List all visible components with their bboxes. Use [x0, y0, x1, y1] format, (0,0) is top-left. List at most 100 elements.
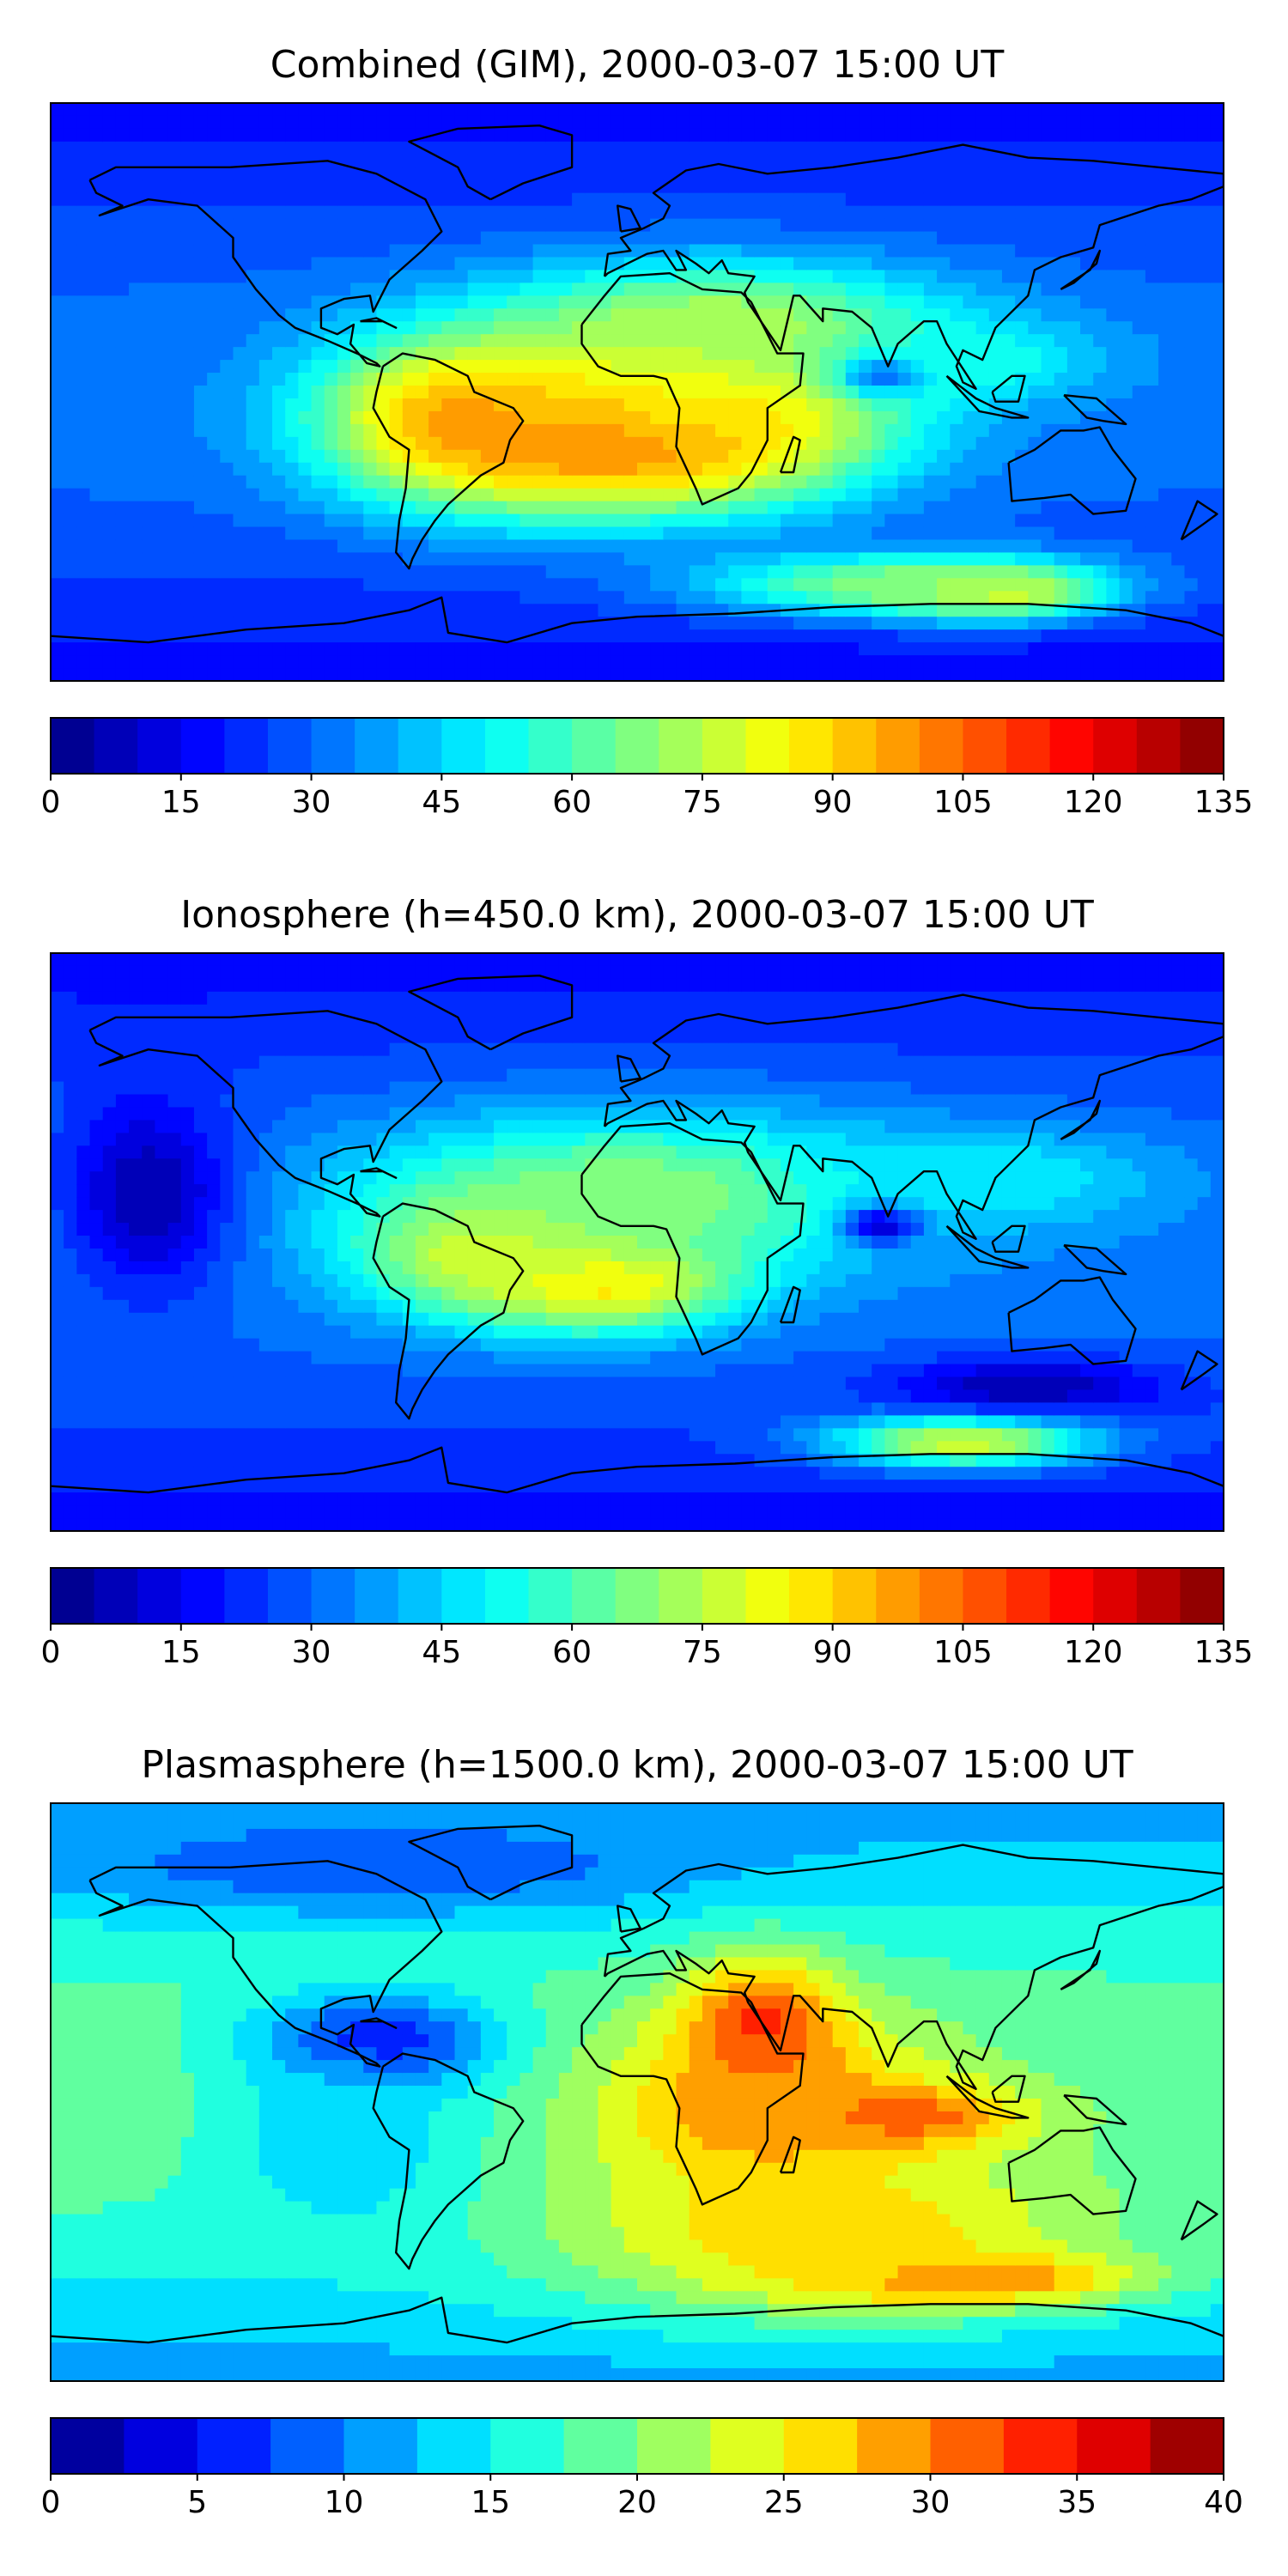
field-cell — [285, 1428, 299, 1442]
field-cell — [884, 410, 899, 425]
field-cell — [76, 423, 91, 438]
field-cell — [923, 283, 938, 296]
field-cell — [350, 629, 364, 643]
field-cell — [897, 642, 912, 656]
field-cell — [676, 154, 690, 168]
field-cell — [102, 1467, 117, 1480]
field-cell — [64, 526, 77, 541]
field-cell — [246, 1441, 260, 1455]
field-cell — [51, 1107, 64, 1121]
field-cell — [285, 488, 299, 502]
field-cell — [64, 1273, 77, 1288]
field-cell — [76, 398, 91, 412]
field-cell — [246, 1068, 260, 1083]
field-cell — [1171, 244, 1186, 258]
field-cell — [441, 668, 456, 681]
field-cell — [129, 655, 143, 669]
field-cell — [142, 668, 156, 681]
field-cell — [1210, 257, 1224, 271]
field-cell — [1028, 231, 1042, 246]
field-cell — [1132, 449, 1146, 464]
field-cell — [1184, 218, 1199, 233]
field-cell — [89, 978, 104, 993]
field-cell — [233, 1415, 247, 1429]
field-cell — [780, 373, 794, 386]
field-cell — [350, 462, 364, 477]
field-cell — [167, 1004, 182, 1018]
field-cell — [193, 179, 208, 194]
field-cell — [415, 103, 429, 117]
field-cell — [507, 270, 520, 283]
field-cell — [415, 526, 429, 541]
field-cell — [1093, 436, 1107, 451]
field-cell — [937, 668, 951, 681]
colorbar-segment — [398, 718, 442, 774]
field-cell — [1054, 475, 1068, 489]
field-cell — [897, 244, 912, 258]
field-cell — [454, 526, 469, 541]
field-cell — [480, 513, 495, 528]
field-cell — [611, 103, 625, 117]
field-cell — [272, 141, 286, 155]
field-cell — [1210, 373, 1224, 386]
field-cell — [715, 308, 729, 322]
field-cell — [598, 386, 612, 399]
field-cell — [220, 1467, 234, 1480]
field-cell — [298, 1081, 313, 1096]
field-cell — [180, 1389, 195, 1404]
field-cell — [207, 1197, 221, 1211]
field-cell — [142, 1197, 156, 1211]
field-cell — [193, 539, 208, 554]
field-cell — [142, 513, 156, 528]
field-cell — [51, 1042, 64, 1057]
field-cell — [76, 218, 91, 233]
field-cell — [115, 321, 130, 335]
field-cell — [545, 655, 560, 669]
field-cell — [298, 552, 313, 566]
field-cell — [1093, 386, 1107, 399]
field-cell — [872, 410, 885, 425]
field-cell — [1158, 552, 1172, 566]
field-cell — [76, 1145, 91, 1159]
field-cell — [558, 257, 573, 271]
field-cell — [129, 1312, 143, 1327]
field-cell — [585, 244, 599, 258]
field-cell — [233, 1479, 247, 1493]
field-cell — [950, 488, 964, 502]
field-cell — [258, 218, 273, 233]
field-cell — [767, 578, 781, 592]
field-cell — [1132, 552, 1146, 566]
field-cell — [324, 179, 338, 194]
field-cell — [910, 231, 925, 246]
field-cell — [637, 591, 651, 605]
field-cell — [572, 475, 586, 489]
field-cell — [428, 347, 442, 361]
field-cell — [129, 642, 143, 656]
field-cell — [884, 526, 899, 541]
field-cell — [1054, 179, 1068, 194]
field-cell — [102, 334, 117, 348]
field-cell — [76, 565, 91, 579]
field-cell — [572, 462, 586, 477]
field-cell — [767, 501, 781, 515]
field-cell — [637, 668, 651, 681]
field-cell — [467, 617, 482, 630]
field-cell — [51, 488, 64, 502]
field-cell — [246, 179, 260, 194]
field-cell — [1041, 655, 1055, 669]
field-cell — [441, 526, 456, 541]
field-cell — [51, 1004, 64, 1018]
field-cell — [650, 423, 664, 438]
field-cell — [51, 410, 64, 425]
field-cell — [975, 295, 990, 309]
field-cell — [246, 257, 260, 271]
field-cell — [702, 218, 716, 233]
field-cell — [324, 257, 338, 271]
field-cell — [441, 270, 456, 283]
field-cell — [142, 167, 156, 181]
field-cell — [155, 1120, 169, 1133]
field-cell — [285, 141, 299, 155]
field-cell — [637, 115, 651, 130]
field-cell — [558, 334, 573, 348]
field-cell — [285, 1017, 299, 1031]
